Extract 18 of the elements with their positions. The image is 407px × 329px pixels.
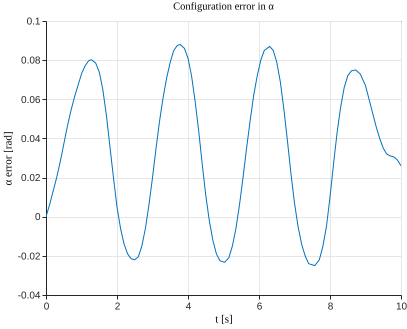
x-tick-label: 4 bbox=[186, 302, 192, 312]
y-tick-label: 0.04 bbox=[21, 134, 41, 145]
y-tick-label: -0.04 bbox=[18, 290, 41, 302]
y-tick-label: 0.1 bbox=[26, 16, 41, 28]
y-tick-label: -0.02 bbox=[18, 251, 41, 262]
x-tick-label: 8 bbox=[328, 302, 334, 312]
y-tick-label: 0.08 bbox=[21, 56, 41, 67]
chart-title: Configuration error in α bbox=[173, 2, 274, 12]
line-series bbox=[46, 44, 401, 266]
y-tick-label: 0.02 bbox=[21, 173, 41, 184]
x-tick-label: 0 bbox=[44, 302, 50, 312]
x-tick-label: 10 bbox=[396, 302, 407, 312]
x-tick-label: 2 bbox=[114, 302, 121, 312]
y-tick-label: 0 bbox=[34, 212, 41, 224]
x-axis-title: t [s] bbox=[215, 314, 233, 326]
x-tick-label: 6 bbox=[256, 302, 263, 312]
y-axis-title: α error [rad] bbox=[2, 131, 15, 186]
y-tick-label: 0.06 bbox=[21, 94, 41, 106]
